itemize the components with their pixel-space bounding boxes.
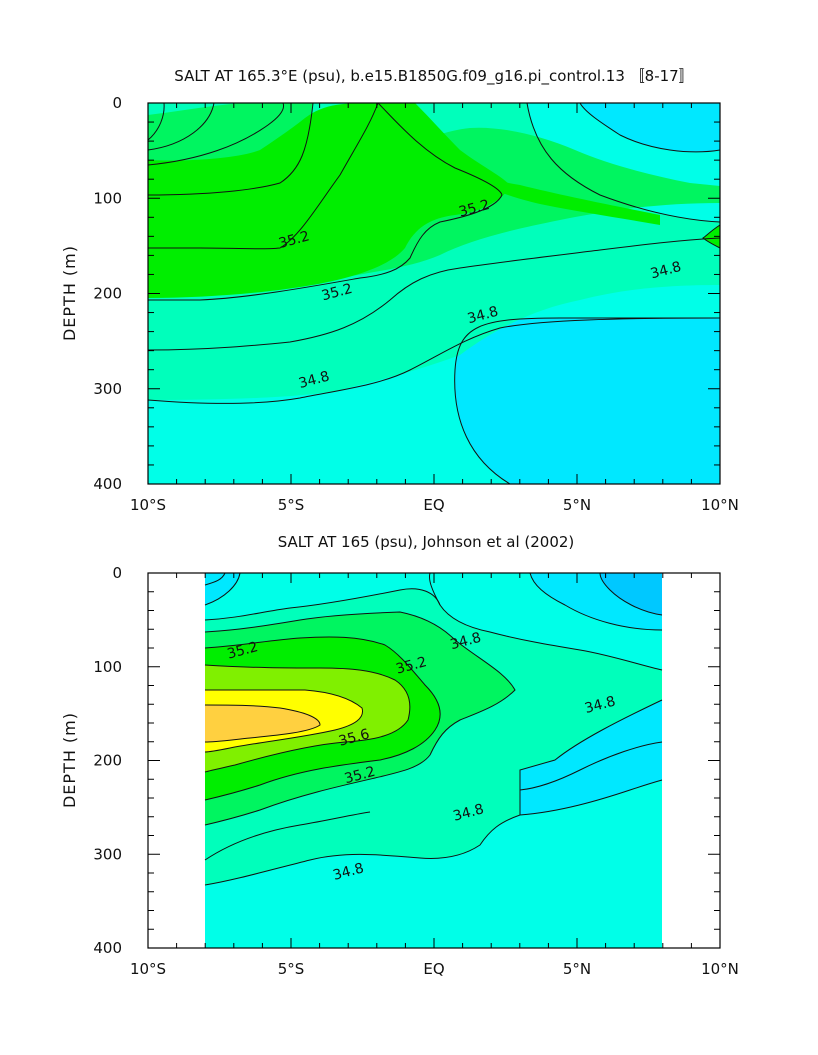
y-tick-label: 0 (112, 94, 122, 112)
y-tick-label: 200 (93, 285, 122, 303)
top-band-34.4-lowerright (454, 318, 720, 484)
y-tick-label: 400 (93, 939, 122, 957)
x-tick-label: 10°N (701, 496, 739, 514)
top-filled-contours (148, 102, 720, 484)
top-y-axis: 0 100 200 300 400 (93, 94, 720, 493)
contour-label: 34.8 (449, 630, 483, 654)
top-contour-labels: 35.2 35.2 35.2 34.8 34.8 34.8 (277, 197, 683, 392)
x-tick-label: 5°N (563, 960, 591, 978)
top-title: SALT AT 165.3°E (psu), b.e15.B1850G.f09_… (174, 67, 693, 86)
y-tick-label: 100 (93, 189, 122, 207)
y-tick-label: 200 (93, 752, 122, 770)
contour-label: 34.8 (297, 368, 331, 392)
bottom-band-34.2-topright (600, 573, 662, 615)
x-tick-label: 5°N (563, 496, 591, 514)
top-band-35.2-inner (148, 103, 660, 225)
contour-label: 35.2 (277, 228, 311, 252)
top-x-axis: 10°S 5°S EQ 5°N 10°N (130, 103, 739, 514)
y-tick-label: 100 (93, 658, 122, 676)
bottom-title: SALT AT 165 (psu), Johnson et al (2002) (278, 533, 575, 551)
contour-label: 34.8 (583, 693, 617, 717)
bottom-band-34.4-right (520, 700, 662, 790)
contour-label: 34.8 (649, 259, 683, 283)
x-tick-label: 5°S (278, 960, 305, 978)
x-tick-label: EQ (423, 960, 444, 978)
contour-label: 35.2 (457, 197, 491, 221)
x-tick-label: 5°S (278, 496, 305, 514)
y-tick-label: 400 (93, 475, 122, 493)
y-tick-label: 0 (112, 564, 122, 582)
contour-label: 34.8 (331, 860, 365, 884)
top-contour-lines (147, 102, 721, 485)
x-tick-label: EQ (423, 496, 444, 514)
top-band-34.4-right (580, 103, 720, 152)
contour-label: 34.8 (451, 801, 485, 825)
contour-label: 35.2 (320, 281, 354, 305)
x-tick-label: 10°N (701, 960, 739, 978)
bottom-band-34.4-lower (520, 742, 662, 815)
bottom-x-axis: 10°S 5°S EQ 5°N 10°N (130, 573, 739, 978)
contour-label: 35.2 (226, 639, 260, 663)
top-band-35.2-right (703, 225, 720, 248)
top-panel: SALT AT 165.3°E (psu), b.e15.B1850G.f09_… (60, 67, 739, 514)
x-tick-label: 10°S (130, 496, 166, 514)
bottom-contour-labels: 35.2 35.2 35.6 35.2 34.8 34.8 34.8 34.8 (226, 630, 618, 884)
bottom-contour-lines (204, 572, 663, 886)
bottom-band-34.4-topleft (205, 573, 240, 605)
contour-label: 35.2 (343, 764, 377, 788)
contour-label: 34.8 (466, 304, 500, 328)
contour-label: 35.2 (394, 654, 428, 678)
y-tick-label: 300 (93, 380, 122, 398)
bottom-filled-contours (148, 573, 720, 948)
x-tick-label: 10°S (130, 960, 166, 978)
bottom-panel: SALT AT 165 (psu), Johnson et al (2002) (60, 533, 739, 978)
contour-label: 35.6 (337, 726, 371, 750)
top-y-axis-title: DEPTH (m) (60, 245, 79, 341)
bottom-y-axis: 0 100 200 300 400 (93, 564, 720, 957)
bottom-y-axis-title: DEPTH (m) (60, 712, 79, 808)
y-tick-label: 300 (93, 845, 122, 863)
